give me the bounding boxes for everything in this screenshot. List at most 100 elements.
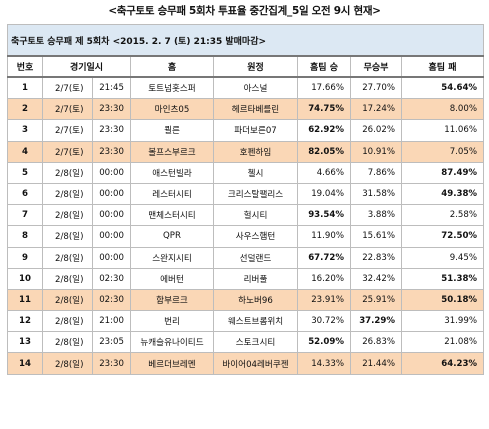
row-home-win-pct: 62.92% bbox=[297, 119, 351, 142]
row-away-team: 선덜랜드 bbox=[213, 246, 298, 269]
row-away-team: 크리스탈팰리스 bbox=[213, 182, 298, 206]
header-home: 홈 bbox=[130, 55, 214, 78]
table-row: 7 2/8(일) 00:00 맨체스터시티 헐시티 93.54% 3.88% 2.58% bbox=[7, 204, 485, 227]
row-home-win-pct: 67.72% bbox=[297, 246, 351, 269]
row-home-loss-pct: 50.18% bbox=[400, 288, 485, 312]
row-time: 21:00 bbox=[92, 310, 131, 333]
table-header-row: 번호 경기일시 홈 원정 홈팀 승 무승부 홈팀 패 bbox=[7, 55, 485, 78]
row-date: 2/8(일) bbox=[42, 204, 93, 227]
table-row: 6 2/8(일) 00:00 레스터시티 크리스탈팰리스 19.04% 31.58% 49.3… bbox=[7, 182, 485, 206]
row-number: 10 bbox=[7, 267, 43, 290]
row-home-loss-pct: 31.99% bbox=[400, 310, 485, 333]
row-home-win-pct: 14.33% bbox=[297, 352, 351, 375]
row-home-loss-pct: 87.49% bbox=[400, 161, 485, 184]
row-draw-pct: 31.58% bbox=[350, 182, 402, 206]
row-date: 2/8(일) bbox=[42, 288, 93, 312]
row-away-team: 헐시티 bbox=[213, 204, 298, 227]
row-number: 14 bbox=[7, 352, 43, 375]
row-home-team: 에버턴 bbox=[130, 267, 214, 290]
row-draw-pct: 3.88% bbox=[350, 204, 402, 227]
row-number: 12 bbox=[7, 310, 43, 333]
row-home-win-pct: 19.04% bbox=[297, 182, 351, 206]
table-row: 2 2/7(토) 23:30 마인츠05 헤르타베를린 74.75% 17.24% 8.00% bbox=[7, 98, 485, 121]
row-date: 2/7(토) bbox=[42, 119, 93, 142]
row-date: 2/8(일) bbox=[42, 267, 93, 290]
row-date: 2/8(일) bbox=[42, 182, 93, 206]
row-time: 02:30 bbox=[92, 288, 131, 312]
row-away-team: 첼시 bbox=[213, 161, 298, 184]
row-home-win-pct: 23.91% bbox=[297, 288, 351, 312]
row-date: 2/7(토) bbox=[42, 98, 93, 121]
row-home-team: 볼프스부르크 bbox=[130, 140, 214, 163]
page-title: <축구토토 승무패 5회차 투표율 중간집계_5일 오전 9시 현재> bbox=[108, 5, 381, 17]
table-body: 1 2/7(토) 21:45 토트넘홋스퍼 아스널 17.66% 27.70% 54.64% 2… bbox=[7, 76, 485, 375]
row-number: 6 bbox=[7, 182, 43, 206]
row-home-win-pct: 4.66% bbox=[297, 161, 351, 184]
row-home-team: 스완지시티 bbox=[130, 246, 214, 269]
row-home-loss-pct: 8.00% bbox=[400, 98, 485, 121]
row-date: 2/8(일) bbox=[42, 225, 93, 248]
row-home-win-pct: 30.72% bbox=[297, 310, 351, 333]
row-draw-pct: 27.70% bbox=[350, 76, 402, 100]
row-date: 2/7(토) bbox=[42, 140, 93, 163]
row-home-team: 뉴캐슬유나이티드 bbox=[130, 331, 214, 354]
row-home-loss-pct: 2.58% bbox=[400, 204, 485, 227]
row-time: 23:30 bbox=[92, 352, 131, 375]
row-home-win-pct: 11.90% bbox=[297, 225, 351, 248]
row-home-team: 마인츠05 bbox=[130, 98, 214, 121]
row-time: 02:30 bbox=[92, 267, 131, 290]
header-home-loss: 홈팀 패 bbox=[400, 55, 485, 78]
row-home-loss-pct: 51.38% bbox=[400, 267, 485, 290]
row-draw-pct: 26.02% bbox=[350, 119, 402, 142]
row-draw-pct: 25.91% bbox=[350, 288, 402, 312]
table-row: 1 2/7(토) 21:45 토트넘홋스퍼 아스널 17.66% 27.70% 54.64% bbox=[7, 76, 485, 100]
table-row: 5 2/8(일) 00:00 애스턴빌라 첼시 4.66% 7.86% 87.49% bbox=[7, 161, 485, 184]
row-home-team: 쾰른 bbox=[130, 119, 214, 142]
table-subtitle: 축구토토 승무패 제 5회차 <2015. 2. 7 (토) 21:35 발매마… bbox=[6, 24, 485, 57]
row-draw-pct: 17.24% bbox=[350, 98, 402, 121]
row-date: 2/8(일) bbox=[42, 246, 93, 269]
row-home-loss-pct: 54.64% bbox=[400, 76, 485, 100]
row-home-team: 애스턴빌라 bbox=[130, 161, 214, 184]
row-away-team: 웨스트브롬위치 bbox=[213, 310, 298, 333]
vote-rate-table: 축구토토 승무패 제 5회차 <2015. 2. 7 (토) 21:35 발매마… bbox=[6, 24, 485, 375]
row-away-team: 사우스햄턴 bbox=[213, 225, 298, 248]
row-home-team: 함부르크 bbox=[130, 288, 214, 312]
row-number: 11 bbox=[7, 288, 43, 312]
row-away-team: 하노버96 bbox=[213, 288, 298, 312]
row-away-team: 리버풀 bbox=[213, 267, 298, 290]
row-number: 1 bbox=[7, 76, 43, 100]
row-home-loss-pct: 7.05% bbox=[400, 140, 485, 163]
row-home-team: 맨체스터시티 bbox=[130, 204, 214, 227]
row-home-loss-pct: 9.45% bbox=[400, 246, 485, 269]
row-home-team: 토트넘홋스퍼 bbox=[130, 76, 214, 100]
row-time: 23:30 bbox=[92, 98, 131, 121]
table-row: 14 2/8(일) 23:30 베르더브레멘 바이어04레버쿠젠 14.33% 21.44%… bbox=[7, 352, 485, 375]
row-home-team: QPR bbox=[130, 225, 214, 248]
row-time: 23:30 bbox=[92, 119, 131, 142]
table-row: 12 2/8(일) 21:00 번리 웨스트브롬위치 30.72% 37.29% 31.99% bbox=[7, 310, 485, 333]
table-row: 10 2/8(일) 02:30 에버턴 리버풀 16.20% 32.42% 51.38% bbox=[7, 267, 485, 290]
row-home-win-pct: 93.54% bbox=[297, 204, 351, 227]
row-date: 2/8(일) bbox=[42, 352, 93, 375]
table-row: 3 2/7(토) 23:30 쾰른 파더보른07 62.92% 26.02% 11.06% bbox=[7, 119, 485, 142]
row-home-win-pct: 82.05% bbox=[297, 140, 351, 163]
row-draw-pct: 7.86% bbox=[350, 161, 402, 184]
row-time: 00:00 bbox=[92, 182, 131, 206]
row-away-team: 스토크시티 bbox=[213, 331, 298, 354]
row-draw-pct: 37.29% bbox=[350, 310, 402, 333]
row-home-loss-pct: 72.50% bbox=[400, 225, 485, 248]
table-row: 13 2/8(일) 23:05 뉴캐슬유나이티드 스토크시티 52.09% 26.83% 21… bbox=[7, 331, 485, 354]
row-draw-pct: 15.61% bbox=[350, 225, 402, 248]
header-datetime: 경기일시 bbox=[42, 55, 131, 78]
row-time: 23:30 bbox=[92, 140, 131, 163]
row-away-team: 아스널 bbox=[213, 76, 298, 100]
row-time: 00:00 bbox=[92, 204, 131, 227]
row-time: 23:05 bbox=[92, 331, 131, 354]
row-draw-pct: 32.42% bbox=[350, 267, 402, 290]
row-draw-pct: 21.44% bbox=[350, 352, 402, 375]
row-number: 9 bbox=[7, 246, 43, 269]
row-date: 2/8(일) bbox=[42, 331, 93, 354]
row-number: 5 bbox=[7, 161, 43, 184]
row-date: 2/8(일) bbox=[42, 310, 93, 333]
